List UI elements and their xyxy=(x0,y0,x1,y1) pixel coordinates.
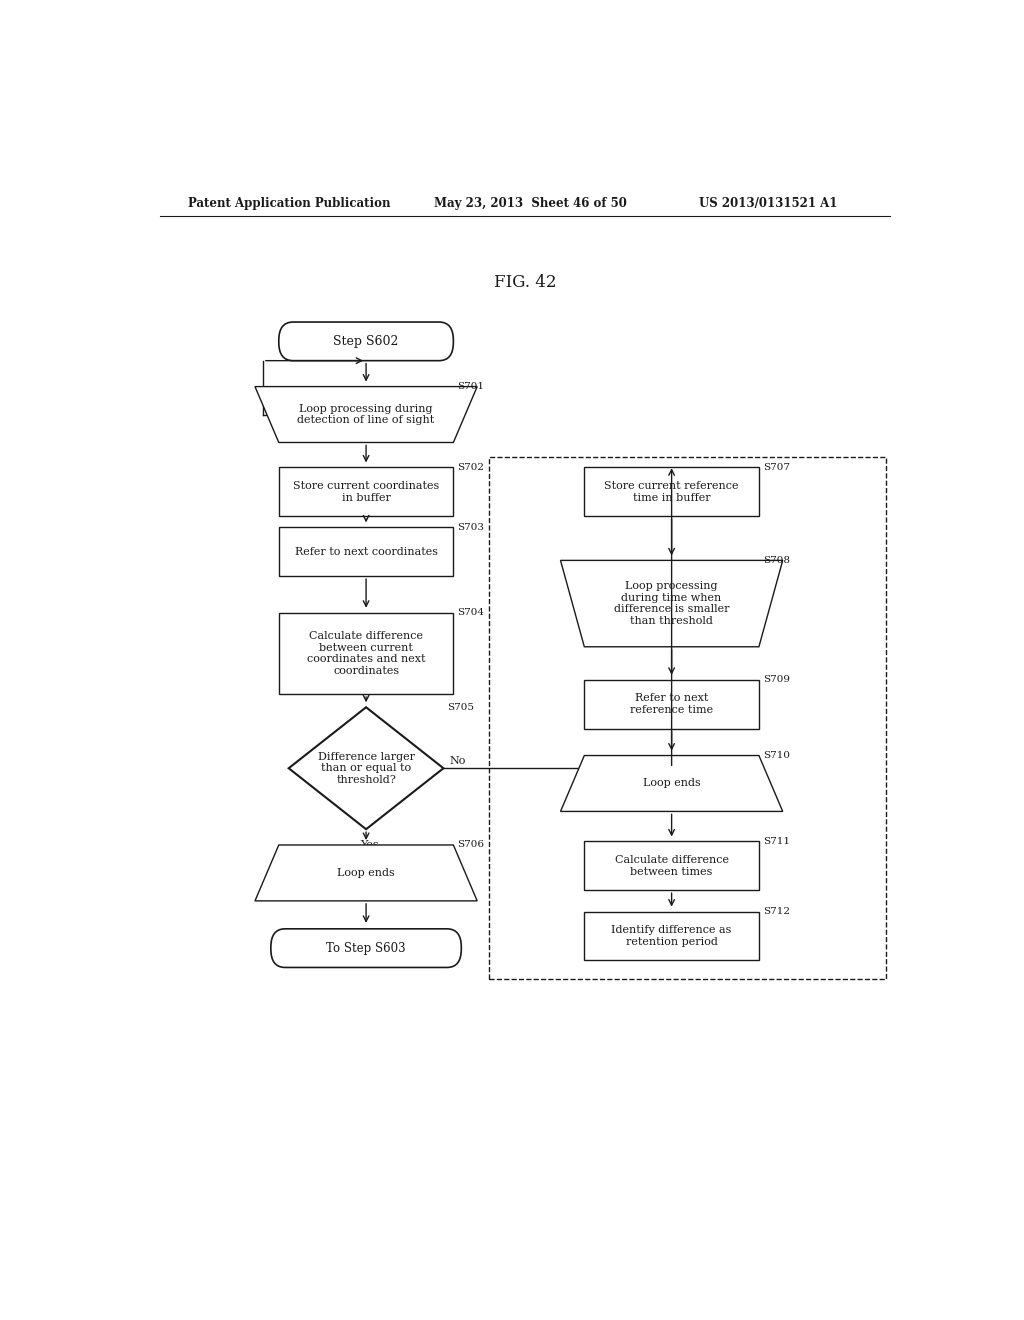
Text: Difference larger
than or equal to
threshold?: Difference larger than or equal to thres… xyxy=(317,751,415,785)
Text: S706: S706 xyxy=(458,841,484,850)
FancyBboxPatch shape xyxy=(279,322,454,360)
Text: S711: S711 xyxy=(763,837,790,846)
Text: S708: S708 xyxy=(763,556,790,565)
Text: US 2013/0131521 A1: US 2013/0131521 A1 xyxy=(699,197,838,210)
Text: S704: S704 xyxy=(458,609,484,618)
FancyBboxPatch shape xyxy=(270,929,461,968)
Text: Store current reference
time in buffer: Store current reference time in buffer xyxy=(604,480,739,503)
Text: Identify difference as
retention period: Identify difference as retention period xyxy=(611,925,732,946)
Text: Refer to next coordinates: Refer to next coordinates xyxy=(295,546,437,557)
Polygon shape xyxy=(255,387,477,442)
Text: Loop processing
during time when
difference is smaller
than threshold: Loop processing during time when differe… xyxy=(613,581,729,626)
Bar xyxy=(585,912,759,961)
Text: No: No xyxy=(450,756,466,766)
Bar xyxy=(585,467,759,516)
Text: Loop ends: Loop ends xyxy=(643,779,700,788)
Text: Calculate difference
between current
coordinates and next
coordinates: Calculate difference between current coo… xyxy=(307,631,425,676)
Polygon shape xyxy=(560,755,782,812)
Text: S703: S703 xyxy=(458,523,484,532)
Bar xyxy=(279,467,454,516)
Text: FIG. 42: FIG. 42 xyxy=(494,275,556,290)
Text: Step S602: Step S602 xyxy=(334,335,398,348)
Polygon shape xyxy=(289,708,443,829)
Text: S707: S707 xyxy=(763,463,790,471)
Text: Refer to next
reference time: Refer to next reference time xyxy=(630,693,713,715)
Text: S710: S710 xyxy=(763,751,790,760)
Text: S701: S701 xyxy=(458,381,484,391)
Bar xyxy=(279,528,454,576)
Text: Yes: Yes xyxy=(359,840,378,850)
Text: S705: S705 xyxy=(447,702,474,711)
Bar xyxy=(585,841,759,890)
Text: Store current coordinates
in buffer: Store current coordinates in buffer xyxy=(293,480,439,503)
Bar xyxy=(489,457,886,978)
Text: May 23, 2013  Sheet 46 of 50: May 23, 2013 Sheet 46 of 50 xyxy=(433,197,627,210)
Text: S712: S712 xyxy=(763,907,790,916)
Text: Patent Application Publication: Patent Application Publication xyxy=(187,197,390,210)
Text: Loop processing during
detection of line of sight: Loop processing during detection of line… xyxy=(297,404,435,425)
Text: S702: S702 xyxy=(458,463,484,471)
Bar xyxy=(585,680,759,729)
Text: To Step S603: To Step S603 xyxy=(327,941,406,954)
Polygon shape xyxy=(255,845,477,900)
Text: Loop ends: Loop ends xyxy=(337,869,395,878)
Text: S709: S709 xyxy=(763,676,790,684)
Polygon shape xyxy=(560,561,782,647)
Bar xyxy=(279,612,454,694)
Text: Calculate difference
between times: Calculate difference between times xyxy=(614,855,729,876)
